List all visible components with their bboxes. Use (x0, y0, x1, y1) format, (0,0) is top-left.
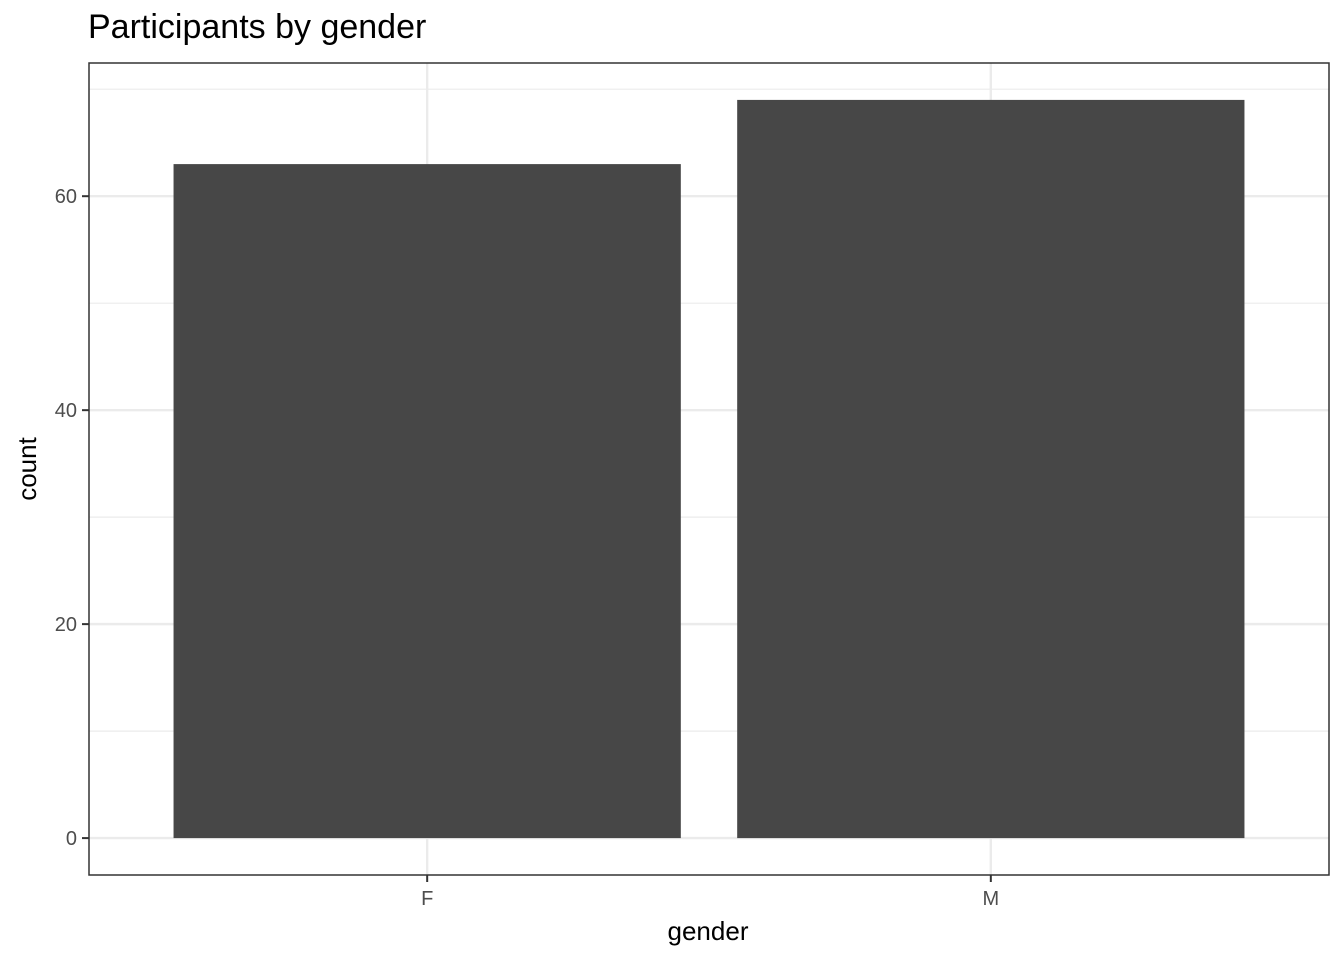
chart-title: Participants by gender (88, 8, 426, 46)
y-tick-label: 40 (55, 400, 77, 422)
y-tick-label: 60 (55, 186, 77, 208)
bars (173, 99, 1245, 839)
y-axis: 0 20 40 60 (55, 186, 89, 850)
panel-border (88, 62, 1330, 876)
x-tick-label: F (421, 888, 433, 910)
bar-M (737, 99, 1245, 839)
y-axis-title: count (12, 436, 42, 500)
y-tick-label: 20 (55, 614, 77, 636)
bar-F (173, 164, 681, 839)
y-tick-label: 0 (66, 828, 77, 850)
x-axis-title: gender (668, 916, 749, 946)
x-tick-label: M (982, 888, 999, 910)
